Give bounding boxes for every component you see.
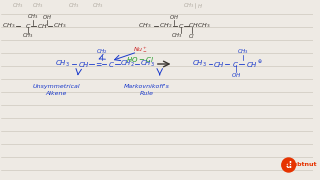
Text: $CH_3$: $CH_3$: [32, 2, 44, 10]
Text: $CH$: $CH$: [37, 22, 48, 30]
Text: $H$: $H$: [197, 2, 203, 10]
Text: $CH_3$: $CH_3$: [140, 59, 155, 69]
Text: $OH$: $OH$: [169, 13, 179, 21]
Text: $CH_2$: $CH_2$: [159, 22, 172, 30]
Text: Unsymmetrical: Unsymmetrical: [32, 84, 80, 89]
Text: $HO-Cl$: $HO-Cl$: [126, 55, 154, 64]
Text: $CH_3$: $CH_3$: [92, 2, 104, 10]
Text: $CH_3$: $CH_3$: [183, 2, 195, 10]
Text: $CH_3$: $CH_3$: [68, 2, 80, 10]
Text: $CH_3$: $CH_3$: [55, 59, 69, 69]
Text: $\oplus$: $\oplus$: [257, 57, 262, 65]
Text: $CH_3$: $CH_3$: [2, 22, 15, 30]
Text: $C$: $C$: [108, 60, 115, 69]
Text: $CH_3$: $CH_3$: [138, 22, 152, 30]
Text: $OH$: $OH$: [43, 13, 52, 21]
Text: $C$: $C$: [178, 22, 184, 30]
Text: $OH$: $OH$: [231, 71, 241, 79]
Text: $CH$: $CH$: [77, 60, 90, 69]
Text: Markovnikoff's: Markovnikoff's: [124, 84, 170, 89]
Text: $=$: $=$: [94, 60, 103, 69]
Text: d: d: [286, 161, 292, 170]
Text: doubtnut: doubtnut: [285, 163, 317, 168]
Text: $CH_3$: $CH_3$: [12, 2, 24, 10]
Text: $C$: $C$: [232, 60, 239, 69]
Text: $Nu^+_-$: $Nu^+_-$: [133, 46, 148, 54]
Text: $CH_2$: $CH_2$: [96, 48, 108, 57]
Text: $CH_2$: $CH_2$: [120, 59, 135, 69]
Text: $CH$: $CH$: [213, 60, 225, 69]
Text: $Cl$: $Cl$: [188, 32, 196, 40]
Text: $CHCH_3$: $CHCH_3$: [188, 22, 210, 30]
Circle shape: [282, 158, 295, 172]
Text: $CH_3$: $CH_3$: [172, 31, 183, 40]
Text: $CH_3$: $CH_3$: [22, 31, 34, 40]
Text: $CH_3$: $CH_3$: [27, 13, 39, 21]
Text: $CH_3$: $CH_3$: [192, 59, 207, 69]
Text: $CH_3$: $CH_3$: [237, 48, 249, 57]
Text: $CH$: $CH$: [245, 60, 258, 69]
Text: $C$: $C$: [25, 22, 31, 30]
Text: $CH_3$: $CH_3$: [53, 22, 67, 30]
Text: Alkene: Alkene: [45, 91, 67, 96]
Text: Rule: Rule: [140, 91, 154, 96]
